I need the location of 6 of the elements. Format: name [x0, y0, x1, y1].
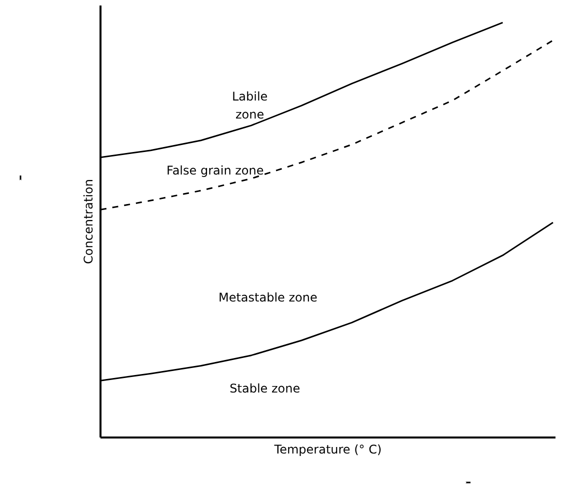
annotation: Metastable zone	[218, 290, 318, 305]
annotation: False grain zone	[166, 164, 264, 178]
annotation: Labile zone	[232, 89, 268, 122]
annotation: Stable zone	[230, 382, 300, 396]
y-axis-title: Concentration	[82, 179, 96, 264]
x-axis-title: Temperature (° C)	[273, 442, 382, 456]
